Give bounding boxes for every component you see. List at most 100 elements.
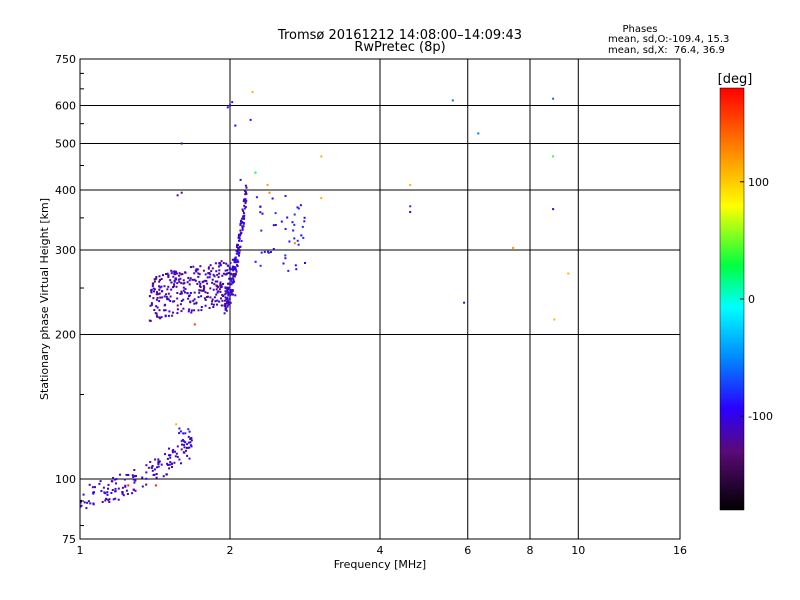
echo-point (235, 261, 238, 264)
y-axis-label: Stationary phase Virtual Height [km] (38, 198, 51, 400)
echo-point (194, 279, 197, 282)
echo-point (229, 283, 232, 285)
echo-point (207, 295, 209, 298)
echo-point (133, 469, 136, 471)
echo-point (320, 155, 323, 158)
x-tick-label: 2 (227, 544, 234, 557)
echo-point (189, 438, 192, 440)
echo-point (134, 479, 137, 482)
echo-point (215, 270, 218, 273)
echo-point (126, 493, 129, 495)
echo-point (202, 269, 205, 272)
echo-point (167, 314, 170, 317)
echo-point (234, 256, 237, 259)
echo-point (125, 489, 128, 492)
echo-point (226, 264, 229, 267)
echo-point (155, 473, 158, 475)
echo-point (170, 269, 173, 272)
echo-point (184, 291, 186, 294)
echo-point (218, 262, 221, 264)
echo-point (176, 304, 179, 307)
echo-point (243, 217, 246, 220)
echo-point (225, 262, 228, 265)
echo-point (184, 441, 187, 444)
echo-point (155, 276, 158, 278)
echo-point (127, 484, 130, 487)
echo-point (189, 441, 192, 444)
echo-point (83, 501, 86, 504)
echo-point (167, 285, 170, 288)
echo-point (229, 294, 232, 297)
echo-point (301, 225, 304, 228)
echo-point (132, 488, 135, 491)
echo-point (291, 221, 294, 224)
echo-point (169, 456, 172, 459)
echo-point (302, 236, 305, 239)
echo-point (119, 473, 121, 476)
echo-point (200, 306, 203, 308)
echo-point (232, 278, 235, 281)
echo-point (222, 262, 225, 264)
echo-point (115, 478, 118, 481)
colorbar-tick-label: 0 (748, 293, 755, 306)
echo-point (232, 269, 235, 272)
echo-point (304, 262, 306, 264)
echo-point (230, 283, 233, 286)
echo-point (259, 264, 262, 267)
echo-point (238, 249, 241, 252)
echo-point (190, 445, 193, 448)
echo-point (181, 443, 183, 446)
echo-point (237, 260, 240, 263)
echo-point (154, 484, 157, 487)
echo-point (145, 483, 148, 486)
chart-title: Tromsø 20161212 14:08:00–14:09:43 (277, 28, 523, 43)
echo-point (231, 281, 234, 284)
echo-point (287, 269, 290, 272)
echo-point (180, 462, 182, 465)
echo-point (132, 476, 135, 479)
echo-point (180, 310, 183, 313)
echo-point (193, 291, 196, 294)
echo-point (162, 475, 165, 478)
y-tick-label: 400 (55, 184, 76, 197)
echo-point (103, 491, 106, 494)
echo-point (288, 240, 291, 243)
echo-point (163, 295, 166, 298)
echo-point (190, 311, 193, 314)
echo-point (134, 489, 137, 492)
echo-point (230, 280, 233, 283)
echo-point (221, 274, 224, 277)
echo-point (153, 288, 156, 291)
echo-point (237, 236, 240, 239)
echo-point (245, 186, 248, 189)
echo-point (206, 282, 209, 285)
echo-point (230, 293, 233, 296)
echo-point (154, 458, 157, 461)
echo-point (183, 282, 186, 285)
echo-point (150, 303, 153, 306)
echo-point (230, 277, 233, 280)
echo-point (226, 304, 229, 307)
echo-point (153, 290, 155, 293)
phase-heading: Phases (622, 24, 658, 35)
echo-point (242, 222, 245, 224)
echo-point (228, 297, 231, 300)
echo-point (274, 212, 277, 215)
echo-point (293, 223, 296, 226)
echo-point (152, 297, 155, 300)
echo-point (209, 264, 212, 267)
echo-point (188, 283, 191, 286)
echo-point (228, 267, 231, 270)
echo-point (171, 466, 173, 468)
echo-point (167, 298, 170, 301)
echo-point (158, 285, 160, 288)
echo-point (223, 293, 226, 296)
echo-point (286, 216, 289, 219)
echo-point (166, 462, 169, 465)
echo-point (234, 258, 237, 260)
echo-point (207, 267, 210, 270)
echo-point (211, 300, 213, 303)
echo-point (149, 304, 152, 307)
echo-point (240, 222, 243, 225)
